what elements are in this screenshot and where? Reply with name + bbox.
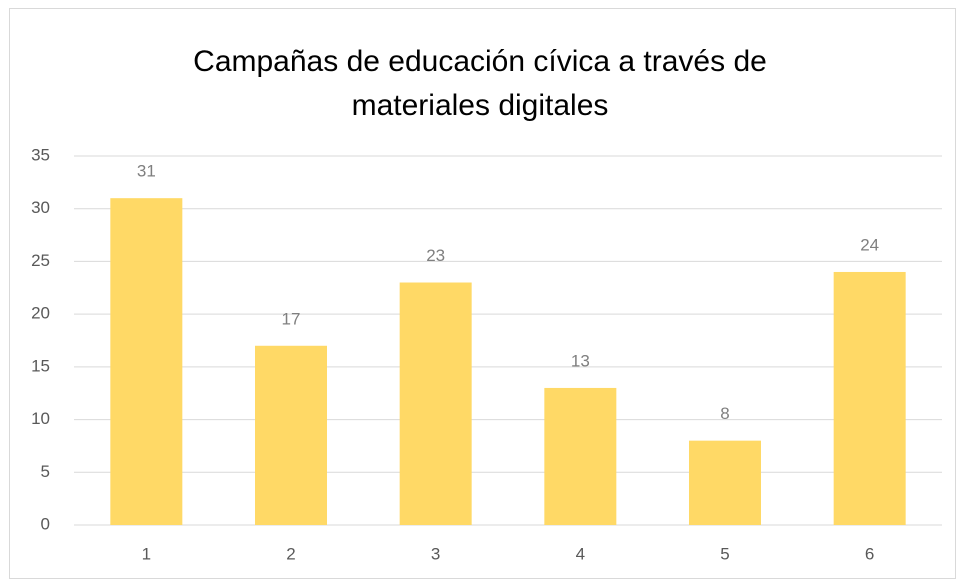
bar xyxy=(110,198,183,525)
x-tick-label: 5 xyxy=(720,544,729,563)
chart-border xyxy=(9,8,956,579)
data-label: 31 xyxy=(137,162,156,181)
bar xyxy=(544,387,617,525)
y-tick-label: 25 xyxy=(31,251,50,270)
data-label: 8 xyxy=(720,404,729,423)
bar xyxy=(689,440,761,525)
y-tick-label: 5 xyxy=(41,462,50,481)
x-tick-label: 4 xyxy=(576,544,585,563)
x-tick-label: 6 xyxy=(865,544,874,563)
bar xyxy=(255,345,327,525)
bar xyxy=(399,282,472,525)
bar xyxy=(833,271,906,525)
chart-title: Campañas de educación cívica a través de… xyxy=(193,45,767,122)
data-label: 23 xyxy=(426,246,445,265)
y-tick-label: 15 xyxy=(31,356,50,375)
y-tick-label: 10 xyxy=(31,409,50,428)
data-label: 24 xyxy=(860,235,879,254)
x-tick-label: 3 xyxy=(431,544,440,563)
y-tick-label: 20 xyxy=(31,304,50,323)
y-tick-label: 35 xyxy=(31,145,50,164)
data-label: 17 xyxy=(282,309,301,328)
x-tick-label: 1 xyxy=(142,544,151,563)
y-tick-label: 0 xyxy=(41,514,50,533)
data-label: 13 xyxy=(571,351,590,370)
x-tick-label: 2 xyxy=(286,544,295,563)
y-tick-label: 30 xyxy=(31,198,50,217)
